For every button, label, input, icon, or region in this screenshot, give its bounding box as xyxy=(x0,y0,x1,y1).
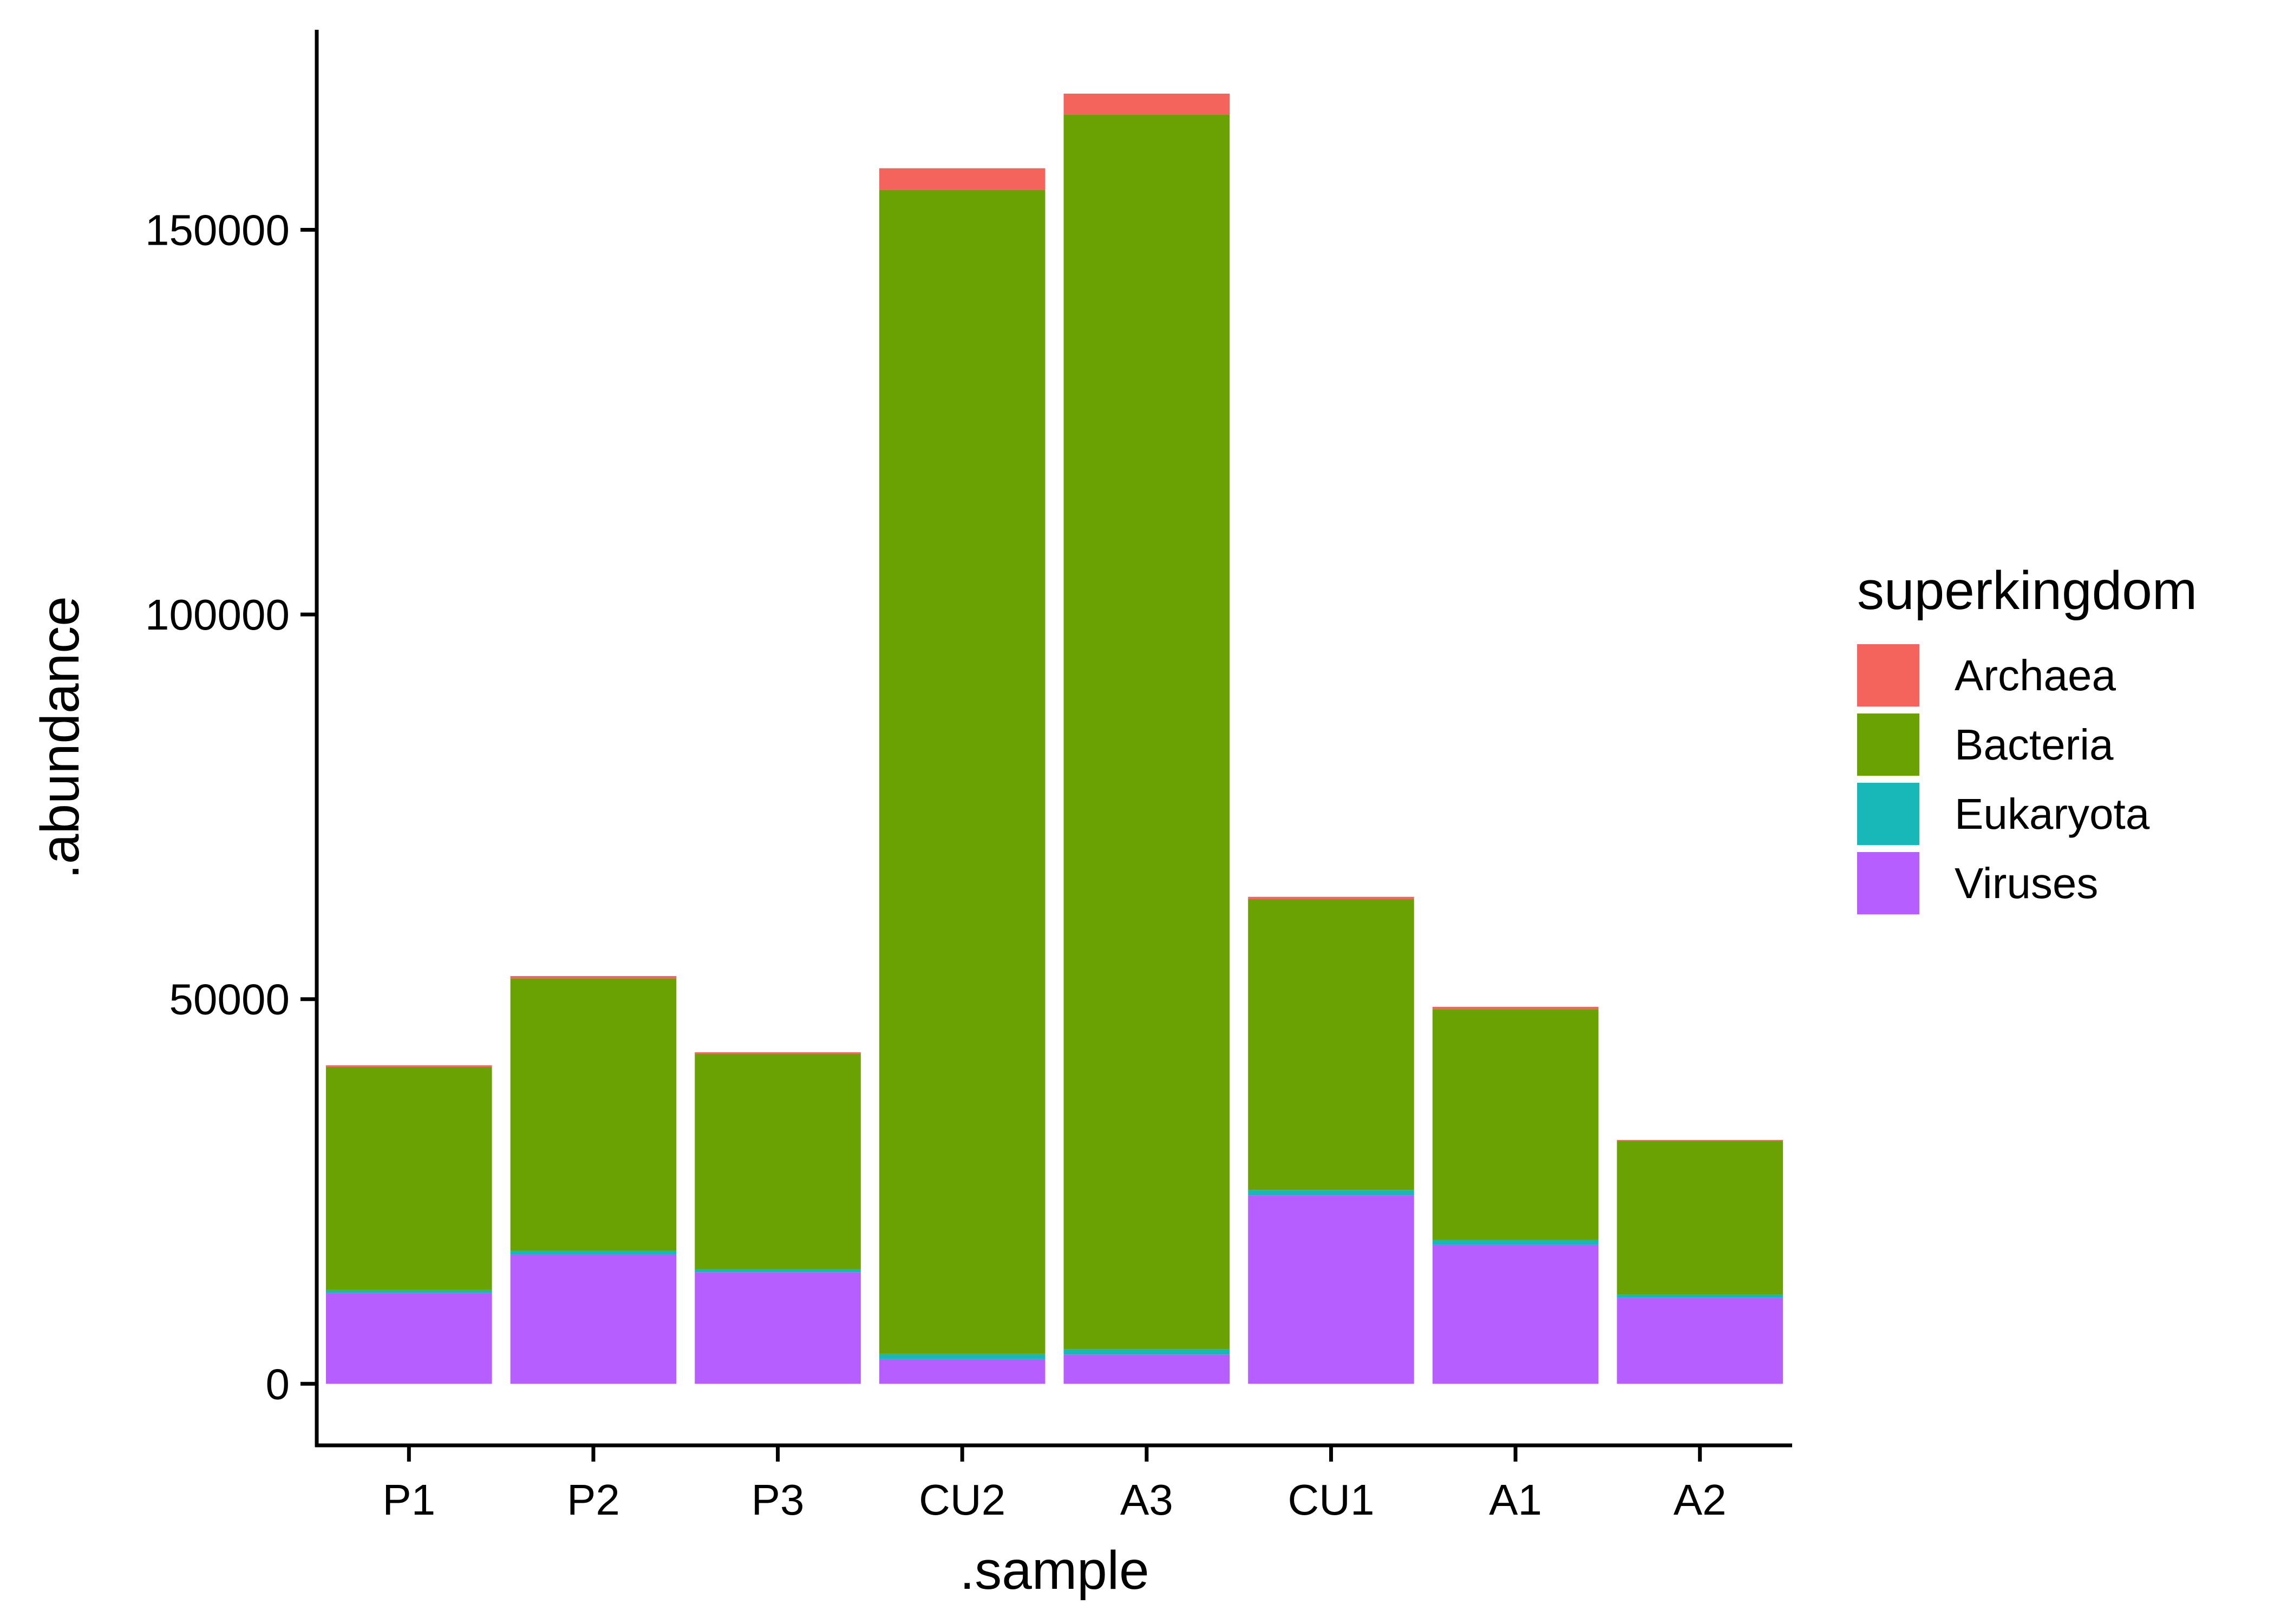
y-tick-label: 150000 xyxy=(145,206,290,254)
x-tick-label: CU1 xyxy=(1288,1476,1374,1524)
x-tick-label: P2 xyxy=(567,1476,620,1524)
legend-label-bacteria: Bacteria xyxy=(1955,721,2114,769)
legend-label-eukaryota: Eukaryota xyxy=(1955,790,2150,838)
x-tick-label: CU2 xyxy=(919,1476,1005,1524)
axes-layer xyxy=(315,30,1792,1448)
bar-segment-a3-viruses xyxy=(1063,1354,1230,1384)
legend-items: Archaea Bacteria Eukaryota Viruses xyxy=(1857,644,2150,914)
bar-segment-a2-eukaryota xyxy=(1617,1294,1783,1298)
bar-segment-p2-bacteria xyxy=(510,978,677,1251)
bar-segment-p1-archaea xyxy=(326,1065,492,1067)
legend: superkingdom Archaea Bacteria Eukaryota Vir… xyxy=(1857,560,2197,914)
bar-segment-a3-bacteria xyxy=(1063,114,1230,1350)
y-tick-label: 50000 xyxy=(169,975,290,1024)
bar-segment-a1-bacteria xyxy=(1432,1009,1599,1240)
bar-segment-a2-viruses xyxy=(1617,1298,1783,1384)
bar-segment-p2-archaea xyxy=(510,976,677,979)
bar-segment-cu1-archaea xyxy=(1248,896,1414,899)
bar-segment-cu2-archaea xyxy=(879,168,1045,190)
legend-key-archaea xyxy=(1857,644,1919,706)
bar-segment-p3-bacteria xyxy=(695,1053,861,1269)
x-ticks: P1 P2 P3 CU2 A3 CU1 A1 A2 xyxy=(382,1445,1727,1524)
bar-segment-p1-viruses xyxy=(326,1293,492,1384)
x-axis-title: .sample xyxy=(959,1540,1149,1601)
bar-segment-a3-eukaryota xyxy=(1063,1349,1230,1355)
y-tick-label: 100000 xyxy=(145,591,290,639)
x-tick-label: A3 xyxy=(1120,1476,1173,1524)
legend-key-viruses xyxy=(1857,852,1919,914)
bar-segment-a2-bacteria xyxy=(1617,1141,1783,1295)
bar-segment-a3-archaea xyxy=(1063,93,1230,115)
bar-segment-cu1-eukaryota xyxy=(1248,1190,1414,1196)
bar-segment-cu1-viruses xyxy=(1248,1195,1414,1384)
bar-segment-p3-viruses xyxy=(695,1272,861,1384)
bars-layer xyxy=(326,93,1783,1384)
bar-segment-cu2-eukaryota xyxy=(879,1353,1045,1359)
bar-segment-cu1-bacteria xyxy=(1248,899,1414,1190)
bar-segment-p2-eukaryota xyxy=(510,1250,677,1255)
bar-segment-p1-eukaryota xyxy=(326,1289,492,1293)
bar-segment-p2-viruses xyxy=(510,1254,677,1384)
x-tick-label: A1 xyxy=(1489,1476,1542,1524)
bar-segment-a2-archaea xyxy=(1617,1140,1783,1141)
y-axis-title: .abundance xyxy=(30,596,90,879)
bar-segment-a1-archaea xyxy=(1432,1006,1599,1010)
legend-label-viruses: Viruses xyxy=(1955,859,2098,907)
x-tick-label: P3 xyxy=(752,1476,805,1524)
legend-title: superkingdom xyxy=(1857,560,2197,621)
legend-label-archaea: Archaea xyxy=(1955,651,2116,699)
bar-segment-p3-archaea xyxy=(695,1052,861,1054)
bar-segment-p1-bacteria xyxy=(326,1066,492,1290)
bar-segment-a1-viruses xyxy=(1432,1245,1599,1384)
bar-segment-p3-eukaryota xyxy=(695,1269,861,1273)
x-tick-label: A2 xyxy=(1674,1476,1727,1524)
legend-key-bacteria xyxy=(1857,713,1919,776)
bar-segment-a1-eukaryota xyxy=(1432,1240,1599,1245)
bar-segment-cu2-bacteria xyxy=(879,189,1045,1354)
x-tick-label: P1 xyxy=(382,1476,435,1524)
bar-segment-cu2-viruses xyxy=(879,1359,1045,1384)
y-tick-label: 0 xyxy=(266,1360,290,1408)
legend-key-eukaryota xyxy=(1857,783,1919,845)
y-ticks: 0 50000 100000 150000 xyxy=(145,206,317,1408)
